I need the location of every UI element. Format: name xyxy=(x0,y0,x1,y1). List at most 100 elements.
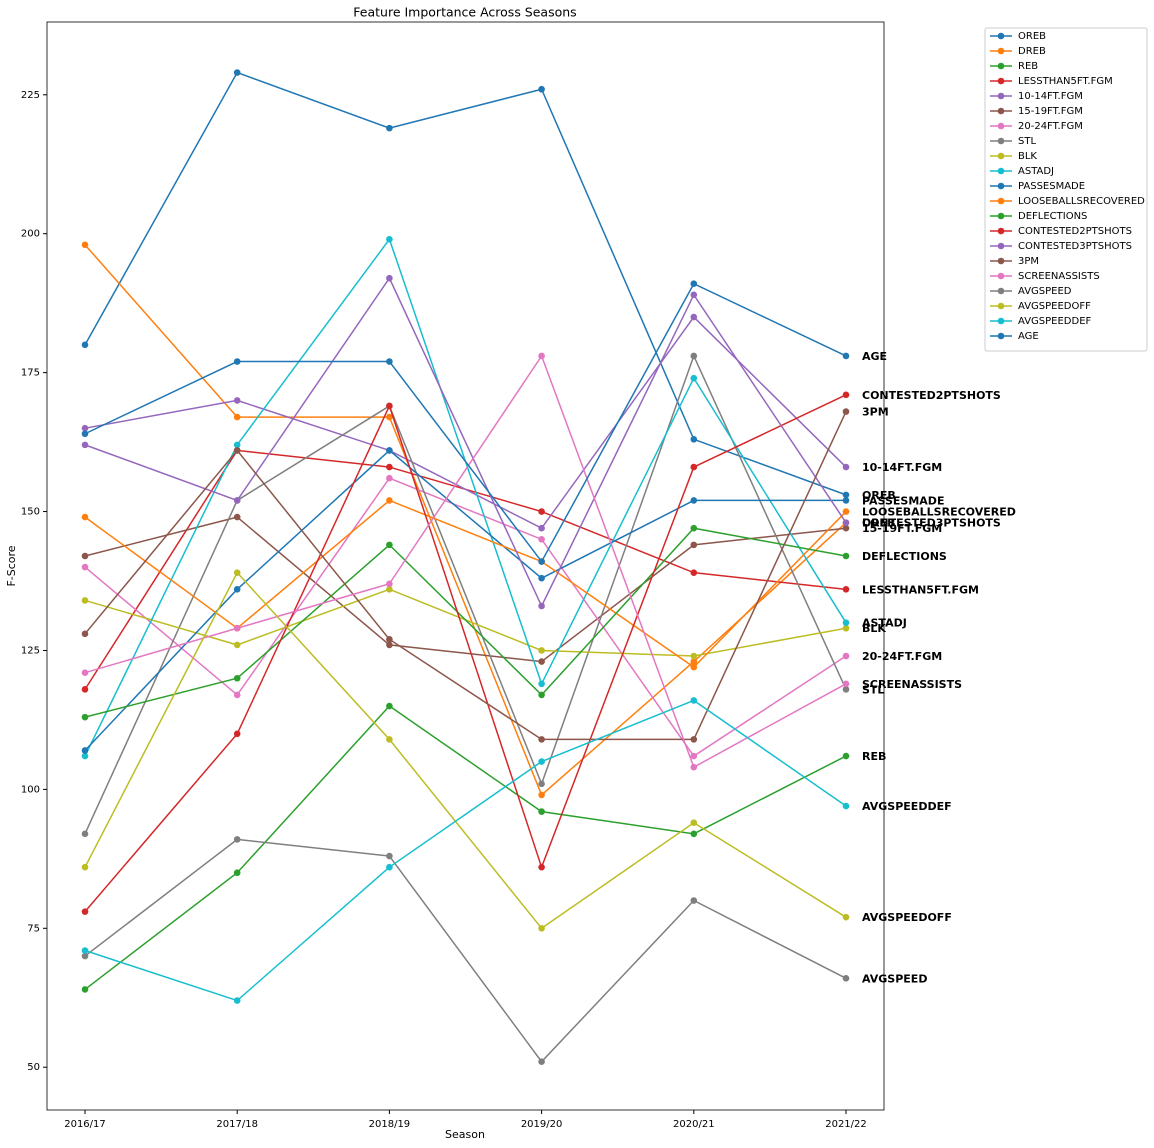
legend-label: DEFLECTIONS xyxy=(1018,211,1087,222)
point xyxy=(386,447,393,454)
point xyxy=(842,552,850,560)
series xyxy=(81,697,850,1004)
point xyxy=(538,574,545,582)
legend-label: CONTESTED2PTSHOTS xyxy=(1018,226,1132,237)
point xyxy=(842,519,850,526)
point xyxy=(690,658,698,665)
point xyxy=(81,241,89,249)
point xyxy=(842,802,850,810)
point xyxy=(233,586,241,593)
legend-marker xyxy=(997,92,1005,100)
point xyxy=(386,274,393,282)
legend-label: AGE xyxy=(1018,331,1039,342)
x-tick-label: 2016/17 xyxy=(64,1119,106,1130)
series-line xyxy=(84,394,847,913)
y-tick-label: 150 xyxy=(21,507,40,518)
y-tick-label: 75 xyxy=(27,923,40,934)
point xyxy=(233,869,241,877)
y-tick-label: 225 xyxy=(21,90,40,101)
series-line xyxy=(84,353,847,835)
point xyxy=(386,235,393,243)
point xyxy=(690,436,698,443)
legend-marker xyxy=(997,152,1005,160)
legend-label: 3PM xyxy=(1018,256,1039,267)
legend-marker xyxy=(997,122,1005,130)
point xyxy=(690,541,698,549)
point xyxy=(386,863,393,871)
point xyxy=(690,463,698,471)
point xyxy=(81,430,89,438)
end-label: LESSTHAN5FT.FGM xyxy=(862,583,979,596)
x-axis-label: Season xyxy=(445,1128,485,1141)
point xyxy=(690,313,698,321)
point xyxy=(81,552,89,560)
series-line xyxy=(84,449,846,751)
legend-label: AVGSPEED xyxy=(1018,286,1072,297)
legend-label: DREB xyxy=(1018,46,1046,57)
point xyxy=(690,280,698,288)
end-label: 3PM xyxy=(862,406,889,419)
series xyxy=(81,513,850,665)
point xyxy=(81,597,89,604)
point xyxy=(842,491,850,499)
y-tick-label: 125 xyxy=(21,645,40,656)
series xyxy=(81,836,850,1065)
point xyxy=(233,641,241,649)
series xyxy=(81,274,850,610)
y-axis-label: F-Score xyxy=(5,545,18,586)
legend-marker xyxy=(997,137,1005,145)
point xyxy=(690,830,698,838)
series xyxy=(81,69,850,499)
point xyxy=(386,463,393,471)
series-line xyxy=(84,315,847,530)
point xyxy=(842,975,850,982)
x-tick-label: 2017/18 xyxy=(216,1119,258,1130)
legend-marker xyxy=(997,182,1005,190)
legend-marker xyxy=(997,197,1005,205)
point xyxy=(538,352,545,360)
point xyxy=(538,863,545,871)
point xyxy=(81,513,89,521)
end-label: DEFLECTIONS xyxy=(862,550,947,563)
legend-label: OREB xyxy=(1018,31,1046,42)
legend-label: 10-14FT.FGM xyxy=(1018,91,1083,102)
point xyxy=(233,413,241,421)
point xyxy=(81,424,89,432)
x-tick-label: 2020/21 xyxy=(673,1119,715,1130)
point xyxy=(386,586,393,593)
series xyxy=(81,391,850,915)
point xyxy=(233,569,241,576)
end-label: OREB xyxy=(862,489,896,502)
end-label: 20-24FT.FGM xyxy=(862,650,942,663)
point xyxy=(81,563,89,571)
series-line xyxy=(84,516,847,663)
point xyxy=(81,441,89,449)
series-line xyxy=(84,411,847,741)
end-label: SCREENASSISTS xyxy=(862,678,962,691)
end-label: ASTADJ xyxy=(862,617,907,630)
point xyxy=(386,402,393,410)
point xyxy=(538,85,545,93)
legend-label: SCREENASSISTS xyxy=(1018,271,1100,282)
point xyxy=(81,908,89,915)
series xyxy=(81,524,850,721)
point xyxy=(538,602,545,610)
point xyxy=(538,924,545,932)
point xyxy=(842,391,850,399)
legend-marker xyxy=(997,257,1005,265)
end-label: AVGSPEED xyxy=(862,972,927,985)
end-label: DREB xyxy=(862,517,896,530)
point xyxy=(386,413,393,421)
end-label: AVGSPEEDOFF xyxy=(862,911,952,924)
plot-frame xyxy=(46,21,885,1111)
series xyxy=(81,280,850,565)
end-label: REB xyxy=(862,750,886,763)
point xyxy=(386,641,393,649)
legend-marker xyxy=(997,317,1005,325)
point xyxy=(690,497,698,504)
point xyxy=(842,680,850,688)
point xyxy=(842,497,850,504)
legend-marker xyxy=(997,107,1005,115)
series-line xyxy=(84,705,847,991)
series-line xyxy=(84,838,847,1063)
